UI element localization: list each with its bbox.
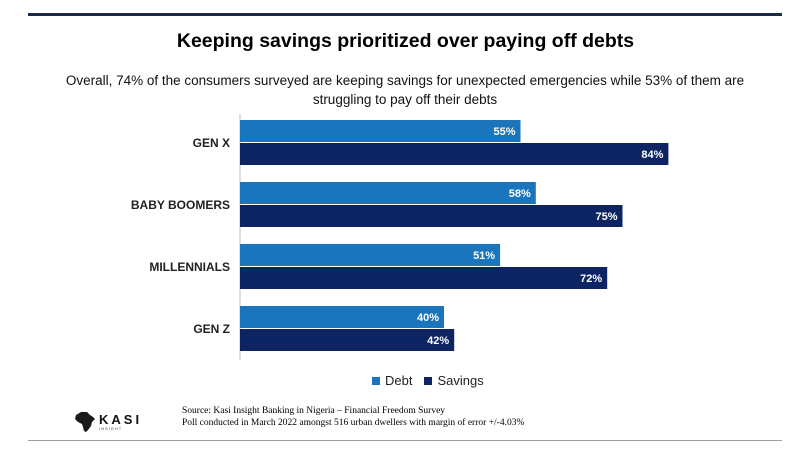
chart-subtitle: Overall, 74% of the consumers surveyed a… [65,73,745,107]
data-label-savings: 72% [580,273,602,285]
bar-chart: GEN X 55% 84% BABY BOOMERS 58% 75% MILLENNIALS… [131,114,669,360]
bar-debt [240,244,501,266]
legend-swatch-debt [372,376,380,385]
kasi-logo: KASI INSIGHT [74,411,142,433]
bottom-rule [28,440,782,441]
legend-label-debt: Debt [385,373,413,388]
category-label: BABY BOOMERS [131,198,230,212]
logo-tagline: INSIGHT [99,426,123,431]
bar-debt [240,182,536,204]
logo-text: KASI [99,412,143,427]
bar-debt [240,306,444,328]
bar-savings [240,329,455,351]
data-label-savings: 75% [595,211,617,223]
category-label: MILLENNIALS [149,260,230,274]
legend-label-savings: Savings [437,373,484,388]
data-label-debt: 58% [509,188,531,200]
legend: Debt Savings [372,373,496,388]
category-label: GEN X [193,136,230,150]
top-rule [28,13,782,16]
legend-swatch-savings [424,376,433,385]
legend-item-debt: Debt [372,373,412,388]
bar-savings [240,205,623,227]
data-label-savings: 42% [427,335,449,347]
data-label-debt: 55% [493,126,515,138]
legend-item-savings: Savings [424,373,484,388]
source-line-1: Source: Kasi Insight Banking in Nigeria … [182,406,446,416]
data-label-debt: 51% [473,250,495,262]
bar-debt [240,120,521,142]
africa-map-icon [75,412,95,432]
source-line-2: Poll conducted in March 2022 amongst 516… [182,418,525,428]
bar-savings [240,143,669,165]
source-note: Source: Kasi Insight Banking in Nigeria … [182,405,524,429]
bar-savings [240,267,608,289]
data-label-debt: 40% [417,312,439,324]
chart-title: Keeping savings prioritized over paying … [176,30,635,52]
category-label: GEN Z [193,322,230,336]
data-label-savings: 84% [641,149,663,161]
